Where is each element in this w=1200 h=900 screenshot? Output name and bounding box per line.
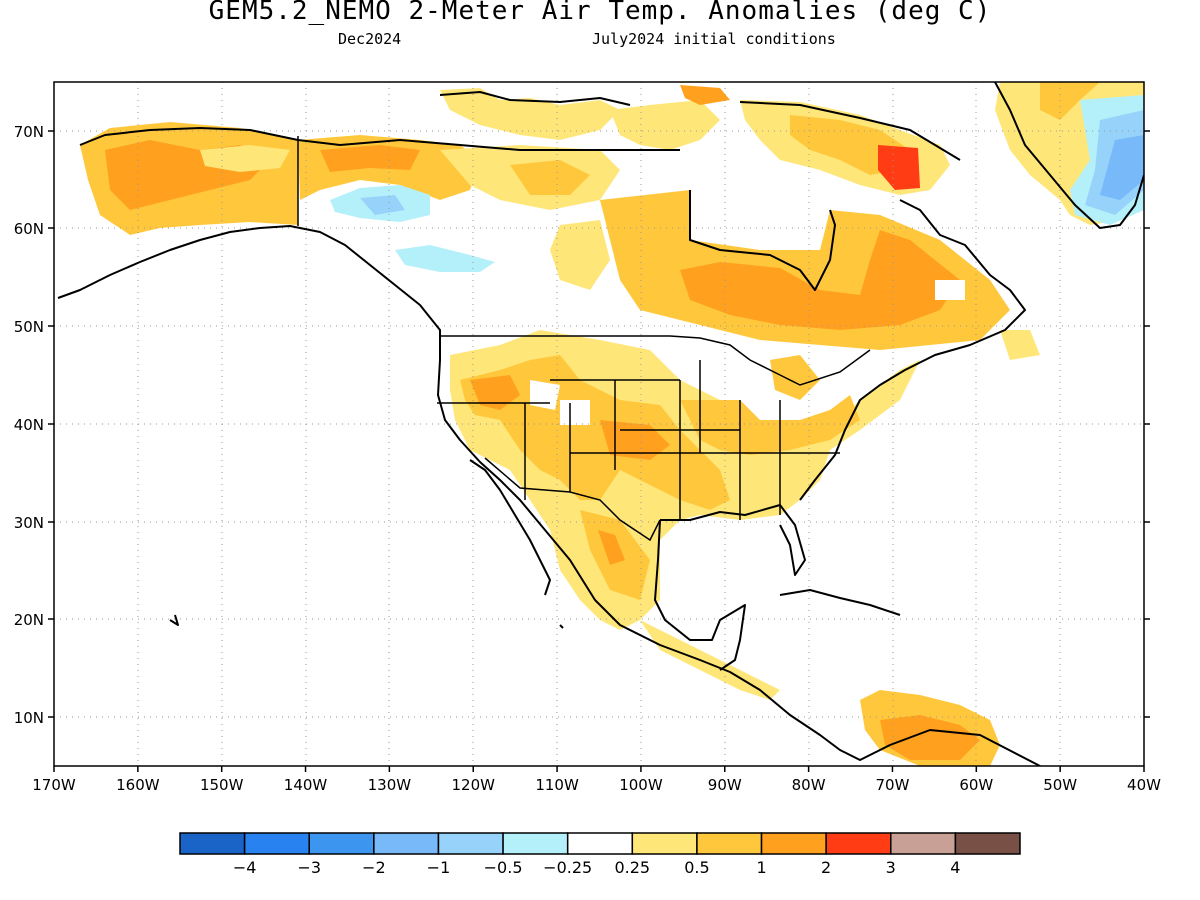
lon-label: 90W xyxy=(708,776,742,794)
legend-label: −0.5 xyxy=(484,858,523,877)
lon-label: 60W xyxy=(959,776,993,794)
legend-swatch xyxy=(309,833,374,854)
anomaly-map: 70N60N50N40N30N20N10N 170W 160W 150W 140W 13… xyxy=(0,0,1200,900)
legend-swatch xyxy=(826,833,891,854)
lat-label: 10N xyxy=(14,709,44,727)
legend-swatch xyxy=(762,833,827,854)
legend-swatch xyxy=(503,833,568,854)
legend-label: 2 xyxy=(821,858,831,877)
legend-swatch xyxy=(374,833,439,854)
legend-label: −4 xyxy=(233,858,257,877)
lon-label: 130W xyxy=(368,776,412,794)
legend-label: 4 xyxy=(950,858,960,877)
lat-label: 50N xyxy=(14,318,44,336)
lon-label: 140W xyxy=(284,776,328,794)
legend-swatch xyxy=(891,833,956,854)
lon-label: 80W xyxy=(792,776,826,794)
legend-label: 1 xyxy=(756,858,766,877)
legend-label: −0.25 xyxy=(543,858,592,877)
lon-label: 110W xyxy=(535,776,579,794)
lon-label: 50W xyxy=(1043,776,1077,794)
lon-label: 70W xyxy=(876,776,910,794)
lon-label: 40W xyxy=(1127,776,1161,794)
legend-label: 0.25 xyxy=(614,858,650,877)
lon-label: 170W xyxy=(32,776,76,794)
legend-label: −3 xyxy=(297,858,321,877)
lat-label: 70N xyxy=(14,123,44,141)
legend-label: 0.5 xyxy=(684,858,709,877)
legend-swatch xyxy=(245,833,310,854)
legend-label: 3 xyxy=(886,858,896,877)
legend-label: −2 xyxy=(362,858,386,877)
legend-swatch xyxy=(568,833,633,854)
lon-label: 120W xyxy=(451,776,495,794)
lon-label: 150W xyxy=(200,776,244,794)
lat-label: 60N xyxy=(14,220,44,238)
legend-swatch xyxy=(697,833,762,854)
lat-label: 30N xyxy=(14,514,44,532)
longitude-labels: 170W 160W 150W 140W 130W 120W 110W 100W 90W 80W 70… xyxy=(32,766,1161,794)
lat-label: 20N xyxy=(14,611,44,629)
legend-swatch xyxy=(438,833,503,854)
color-legend: −4 −3 −2 −1 −0.5 −0.25 0.25 0.5 1 2 3 4 xyxy=(180,833,1020,877)
legend-swatch xyxy=(180,833,245,854)
lat-label: 40N xyxy=(14,416,44,434)
lon-label: 100W xyxy=(619,776,663,794)
lon-label: 160W xyxy=(116,776,160,794)
legend-swatch xyxy=(955,833,1020,854)
legend-label: −1 xyxy=(427,858,451,877)
legend-swatch xyxy=(632,833,697,854)
